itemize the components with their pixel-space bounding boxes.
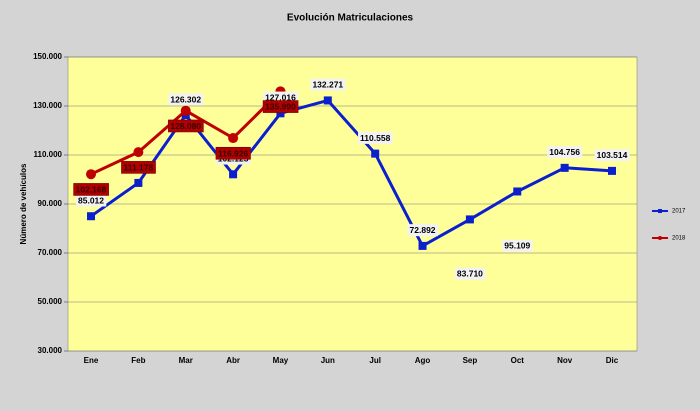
value-label-text: 110.558 bbox=[360, 133, 391, 143]
value-label-bg bbox=[310, 78, 346, 91]
value-label-bg bbox=[76, 194, 107, 207]
y-tick-label: 70.000 bbox=[38, 248, 63, 257]
point bbox=[371, 149, 380, 158]
y-tick-label: 130.000 bbox=[33, 101, 62, 110]
legend-label: 2017 bbox=[672, 209, 686, 215]
value-label-bg bbox=[168, 119, 204, 133]
value-label-bg bbox=[73, 183, 109, 196]
point bbox=[276, 109, 285, 118]
value-label-text: 83.710 bbox=[457, 269, 483, 279]
value-label-bg bbox=[407, 224, 438, 237]
y-tick-label: 90.000 bbox=[38, 199, 63, 208]
value-label: 128.080 bbox=[168, 119, 204, 133]
value-label-bg bbox=[594, 149, 630, 162]
x-tick-label: Sep bbox=[463, 356, 478, 365]
x-tick-label: Jun bbox=[321, 356, 335, 365]
value-label-text: 116.926 bbox=[218, 148, 249, 158]
value-label: 83.710 bbox=[454, 267, 486, 280]
value-label: 135.990 bbox=[262, 100, 299, 113]
value-label-text: 85.012 bbox=[78, 195, 104, 205]
value-label-text: 72.892 bbox=[410, 225, 436, 235]
value-label: 102.168 bbox=[73, 183, 109, 196]
point bbox=[180, 105, 191, 116]
point bbox=[323, 96, 332, 105]
x-tick-label: Mar bbox=[179, 356, 193, 365]
value-label: 104.756 bbox=[547, 146, 583, 159]
y-axis-label: Número de vehículos bbox=[19, 163, 28, 244]
value-label-bg bbox=[358, 131, 393, 144]
value-label: 111.178 bbox=[121, 161, 156, 174]
point bbox=[86, 169, 96, 180]
x-tick-label: Feb bbox=[131, 356, 145, 365]
value-label-text: 102.168 bbox=[76, 184, 107, 194]
x-tick-label: May bbox=[273, 356, 289, 365]
y-tick-label: 50.000 bbox=[38, 297, 63, 306]
value-label: 116.926 bbox=[215, 146, 251, 160]
point bbox=[608, 166, 616, 175]
point bbox=[513, 187, 522, 196]
value-label: 103.514 bbox=[594, 149, 630, 162]
value-label-text: 95.109 bbox=[504, 241, 530, 251]
value-label: 95.109 bbox=[502, 239, 533, 252]
x-tick-label: Jul bbox=[369, 356, 381, 365]
value-label-text: 111.178 bbox=[123, 162, 153, 172]
value-label-bg bbox=[262, 100, 299, 113]
point bbox=[133, 147, 144, 158]
value-label-bg bbox=[454, 267, 486, 280]
point bbox=[229, 170, 238, 179]
x-tick-label: Oct bbox=[511, 356, 525, 365]
value-label: 126.302 bbox=[168, 93, 204, 106]
chart-title: Evolución Matriculaciones bbox=[287, 13, 414, 24]
value-label: 132.271 bbox=[310, 78, 346, 91]
point bbox=[560, 163, 569, 172]
point bbox=[87, 212, 95, 221]
point bbox=[418, 241, 427, 250]
value-label-bg bbox=[502, 239, 533, 252]
point bbox=[465, 215, 474, 224]
x-tick-label: Ago bbox=[415, 356, 431, 365]
value-label-bg bbox=[547, 146, 583, 159]
value-label: 72.892 bbox=[407, 224, 438, 237]
legend-label: 2018 bbox=[672, 236, 686, 242]
value-label: 85.012 bbox=[76, 194, 107, 207]
y-tick-label: 110.000 bbox=[34, 150, 63, 159]
legend-marker bbox=[658, 236, 662, 240]
value-label-bg bbox=[121, 161, 156, 174]
value-label: 110.558 bbox=[358, 131, 393, 144]
value-label-bg bbox=[168, 93, 204, 106]
value-label-text: 128.080 bbox=[170, 121, 201, 131]
value-label-text: 126.302 bbox=[170, 94, 201, 104]
value-label-text: 104.756 bbox=[549, 147, 580, 157]
point bbox=[228, 133, 239, 144]
y-tick-label: 30.000 bbox=[38, 346, 63, 355]
x-tick-label: Ene bbox=[84, 356, 99, 365]
x-tick-label: Dic bbox=[606, 356, 619, 365]
value-label-text: 132.271 bbox=[312, 80, 343, 90]
y-tick-label: 150.000 bbox=[33, 52, 62, 61]
value-label-text: 127.016 bbox=[265, 93, 296, 103]
value-label-text: 135.990 bbox=[265, 102, 296, 112]
x-tick-label: Nov bbox=[557, 356, 573, 365]
value-label-bg bbox=[215, 146, 251, 160]
legend-marker bbox=[658, 209, 662, 213]
point bbox=[134, 178, 143, 187]
x-tick-label: Abr bbox=[226, 356, 240, 365]
value-label-text: 103.514 bbox=[597, 150, 628, 160]
